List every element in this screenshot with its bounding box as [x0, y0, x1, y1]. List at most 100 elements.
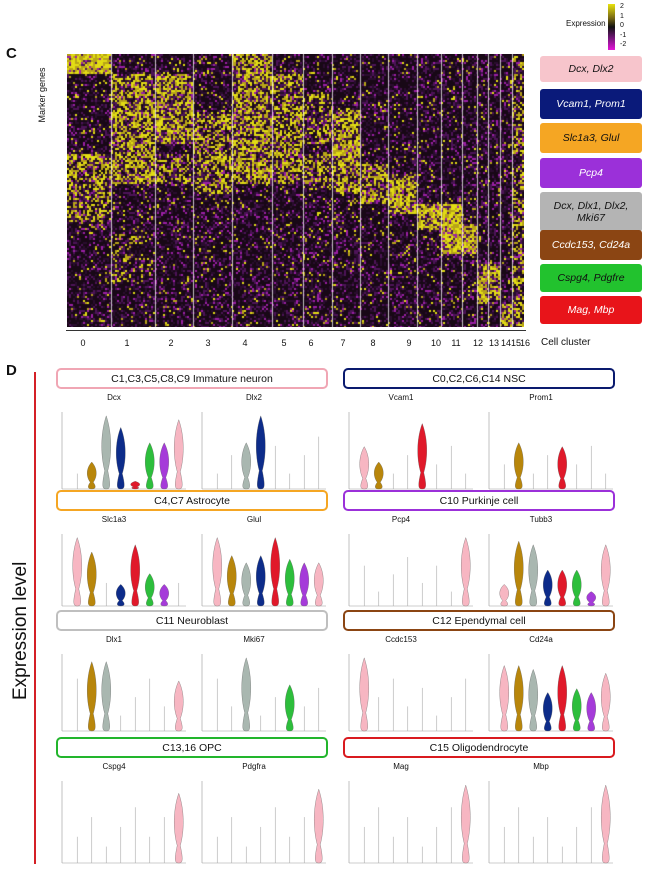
- panel-d-red-rule: [34, 372, 36, 864]
- violin-shape: [270, 537, 280, 607]
- violin-plot: [348, 654, 473, 732]
- marker-label: Cspg4, Pdgfre: [540, 264, 642, 292]
- cluster-tick: 11: [451, 338, 461, 348]
- violin-shape: [285, 558, 295, 607]
- violin-plot: [488, 781, 613, 864]
- violin-shape: [461, 537, 471, 607]
- expression-legend-title: Expression: [566, 19, 606, 28]
- violin-shape: [543, 569, 553, 607]
- violin-shape: [514, 540, 524, 607]
- heatmap-ylabel: Marker genes: [37, 67, 47, 123]
- violin-shape: [417, 423, 427, 490]
- cluster-tick: 9: [406, 338, 412, 348]
- legend-tick: -2: [620, 41, 627, 48]
- violin-shape: [227, 555, 237, 607]
- legend-tick: 1: [620, 12, 624, 20]
- gene-name: Dlx2: [245, 393, 262, 402]
- cell-type-title: C0,C2,C6,C14 NSC: [343, 368, 615, 389]
- violin-plot: [488, 654, 613, 732]
- violin-shape: [116, 426, 126, 490]
- violin-shape: [256, 415, 266, 490]
- violin-shape: [514, 665, 524, 732]
- gene-name: Dcx: [107, 393, 121, 402]
- cluster-tick: 0: [80, 338, 86, 348]
- gene-name: Dlx1: [105, 635, 122, 644]
- violin-shape: [130, 481, 140, 490]
- violin-shape: [299, 562, 309, 607]
- violin-plot: [201, 534, 326, 607]
- violin-shape: [145, 573, 155, 607]
- cell-type-title: C11 Neuroblast: [56, 610, 328, 631]
- cluster-tick: 3: [205, 338, 211, 348]
- violin-shape: [586, 692, 596, 732]
- violin-shape: [557, 569, 567, 607]
- heatmap-axis-line: [66, 330, 526, 331]
- violin-shape: [528, 668, 538, 732]
- cell-type-title: C12 Ependymal cell: [343, 610, 615, 631]
- marker-label: Slc1a3, Glul: [540, 123, 642, 153]
- violin-plot: [348, 412, 473, 490]
- violin-plot: [201, 412, 326, 490]
- cell-type-title: C10 Purkinje cell: [343, 490, 615, 511]
- expression-level-ylabel: Expression level: [10, 561, 31, 700]
- gene-name: Mki67: [243, 635, 265, 644]
- cluster-tick: 13: [488, 338, 499, 348]
- gene-name: Ccdc153: [385, 635, 417, 644]
- violin-shape: [314, 788, 324, 864]
- cluster-tick: 8: [370, 338, 376, 348]
- violin-plot: [61, 781, 186, 864]
- legend-tick: 0: [620, 22, 624, 29]
- violin-plot: [488, 534, 613, 607]
- violin-shape: [557, 446, 567, 490]
- cell-type-title: C13,16 OPC: [56, 737, 328, 758]
- gene-name: Pcp4: [391, 515, 411, 524]
- violin-shape: [174, 419, 184, 490]
- violin-shape: [543, 692, 553, 732]
- marker-label: Ccdc153, Cd24a: [540, 230, 642, 260]
- cluster-tick: 4: [242, 338, 248, 348]
- gene-name: Vcam1: [388, 393, 414, 402]
- cluster-tick: 16: [519, 338, 530, 348]
- gene-name: Pdgfra: [242, 762, 266, 771]
- marker-label: Vcam1, Prom1: [540, 89, 642, 119]
- marker-label: Mag, Mbp: [540, 296, 642, 324]
- violin-plot: [61, 654, 186, 732]
- violin-shape: [130, 544, 140, 607]
- violin-shape: [241, 562, 251, 607]
- violin-shape: [87, 661, 97, 732]
- violin-shape: [256, 555, 266, 607]
- violin-plot: [488, 412, 613, 490]
- cluster-tick: 10: [430, 338, 441, 348]
- violin-plot: [201, 781, 326, 864]
- violin-shape: [528, 544, 538, 607]
- legend-tick: -1: [620, 31, 627, 39]
- violin-shape: [572, 569, 582, 607]
- violin-shape: [212, 537, 222, 607]
- violin-shape: [314, 562, 324, 607]
- violin-shape: [116, 584, 126, 607]
- violin-shape: [601, 672, 611, 732]
- cluster-tick: 1: [124, 338, 130, 348]
- violin-shape: [87, 551, 97, 607]
- gene-name: Cd24a: [529, 635, 553, 644]
- violin-shape: [159, 584, 169, 607]
- cluster-tick: 5: [281, 338, 287, 348]
- cell-type-title: C1,C3,C5,C8,C9 Immature neuron: [56, 368, 328, 389]
- cell-type-title: C4,C7 Astrocyte: [56, 490, 328, 511]
- violin-shape: [101, 415, 111, 490]
- violin-shape: [241, 442, 251, 490]
- cluster-axis-label: Cell cluster: [541, 337, 591, 348]
- expression-legend-bar: [608, 4, 615, 50]
- violin-shape: [499, 584, 509, 607]
- expression-legend-ticks: 2 1 0 -1 -2: [620, 2, 626, 50]
- cluster-tick: 6: [308, 338, 314, 348]
- violin-shape: [572, 688, 582, 732]
- violin-shape: [461, 784, 471, 864]
- violin-plot: [348, 534, 473, 607]
- gene-name: Cspg4: [102, 762, 126, 771]
- panel-d-letter: D: [6, 362, 17, 379]
- violin-shape: [87, 461, 97, 490]
- violin-shape: [174, 792, 184, 864]
- panel-c-letter: C: [6, 45, 17, 62]
- gene-name: Tubb3: [529, 515, 553, 524]
